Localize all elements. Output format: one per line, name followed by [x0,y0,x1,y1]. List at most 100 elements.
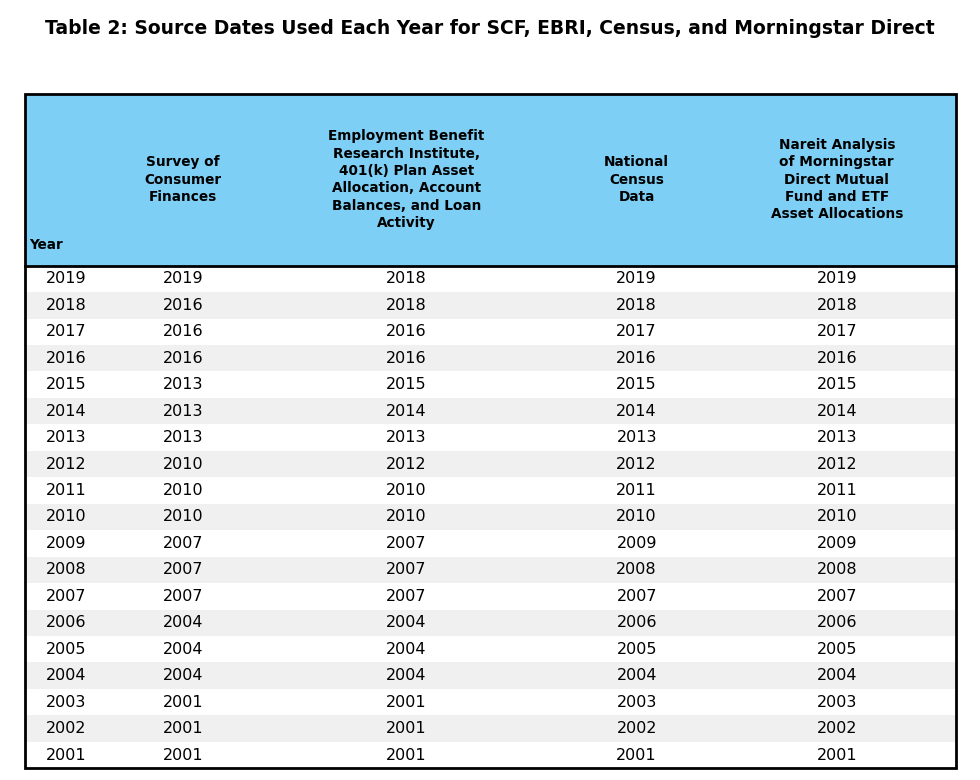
Text: 2012: 2012 [616,456,657,472]
Text: 2013: 2013 [163,430,203,445]
Text: 2012: 2012 [46,456,86,472]
Text: 2013: 2013 [163,404,203,419]
Text: 2011: 2011 [46,483,87,498]
Text: 2001: 2001 [46,747,86,763]
Text: 2010: 2010 [163,456,203,472]
Text: 2001: 2001 [386,747,426,763]
FancyBboxPatch shape [24,424,956,451]
Text: 2007: 2007 [386,562,426,577]
Text: 2014: 2014 [46,404,86,419]
Text: 2004: 2004 [386,668,426,683]
Text: 2003: 2003 [46,695,86,710]
Text: 2004: 2004 [163,642,203,657]
Text: 2007: 2007 [386,536,426,551]
Text: 2001: 2001 [163,747,203,763]
Text: 2009: 2009 [616,536,657,551]
Text: 2012: 2012 [816,456,858,472]
FancyBboxPatch shape [24,504,956,530]
FancyBboxPatch shape [24,371,956,398]
Text: 2018: 2018 [616,298,657,313]
Text: 2001: 2001 [816,747,858,763]
Text: 2004: 2004 [386,642,426,657]
Text: 2018: 2018 [386,298,426,313]
Text: 2006: 2006 [46,615,86,630]
Text: 2004: 2004 [616,668,657,683]
Text: 2010: 2010 [163,509,203,524]
FancyBboxPatch shape [24,689,956,715]
Text: 2006: 2006 [616,615,657,630]
FancyBboxPatch shape [24,318,956,345]
Text: 2016: 2016 [386,351,426,366]
Text: 2014: 2014 [816,404,858,419]
FancyBboxPatch shape [24,292,956,318]
Text: 2002: 2002 [816,722,858,736]
FancyBboxPatch shape [24,530,956,557]
FancyBboxPatch shape [24,609,956,636]
Text: 2009: 2009 [46,536,86,551]
Text: 2016: 2016 [163,351,203,366]
Text: 2013: 2013 [386,430,426,445]
Text: 2011: 2011 [616,483,657,498]
Text: 2010: 2010 [616,509,657,524]
Text: 2004: 2004 [46,668,86,683]
Text: 2015: 2015 [816,378,858,392]
Text: 2013: 2013 [616,430,657,445]
Text: 2018: 2018 [386,271,426,286]
Text: 2019: 2019 [816,271,858,286]
FancyBboxPatch shape [24,477,956,504]
Text: 2001: 2001 [163,695,203,710]
Text: 2013: 2013 [46,430,86,445]
FancyBboxPatch shape [24,266,956,292]
Text: 2005: 2005 [616,642,657,657]
Text: 2004: 2004 [163,615,203,630]
Text: 2001: 2001 [616,747,657,763]
Text: 2013: 2013 [816,430,858,445]
Text: 2013: 2013 [163,378,203,392]
Text: Year: Year [29,238,63,252]
FancyBboxPatch shape [24,636,956,662]
Text: 2001: 2001 [163,722,203,736]
Text: 2003: 2003 [616,695,657,710]
FancyBboxPatch shape [24,345,956,371]
FancyBboxPatch shape [24,557,956,583]
Text: 2015: 2015 [616,378,657,392]
Text: 2004: 2004 [386,615,426,630]
Text: 2001: 2001 [386,695,426,710]
Text: 2002: 2002 [616,722,657,736]
Text: 2014: 2014 [386,404,426,419]
Text: 2010: 2010 [386,509,426,524]
Text: 2008: 2008 [46,562,86,577]
Text: 2003: 2003 [816,695,857,710]
Text: 2008: 2008 [816,562,858,577]
Text: 2007: 2007 [816,589,858,604]
Text: 2007: 2007 [163,589,203,604]
Text: 2019: 2019 [163,271,203,286]
Text: 2008: 2008 [616,562,657,577]
Text: 2004: 2004 [163,668,203,683]
Text: 2019: 2019 [616,271,657,286]
Text: Survey of
Consumer
Finances: Survey of Consumer Finances [144,155,221,204]
Text: 2010: 2010 [163,483,203,498]
FancyBboxPatch shape [24,94,956,266]
Text: 2015: 2015 [46,378,86,392]
Text: 2007: 2007 [616,589,657,604]
Text: 2004: 2004 [816,668,858,683]
Text: 2016: 2016 [616,351,657,366]
FancyBboxPatch shape [24,398,956,424]
Text: National
Census
Data: National Census Data [604,155,669,204]
Text: 2016: 2016 [386,324,426,339]
Text: 2010: 2010 [816,509,858,524]
Text: 2007: 2007 [386,589,426,604]
Text: 2015: 2015 [386,378,426,392]
Text: 2016: 2016 [163,324,203,339]
Text: 2010: 2010 [46,509,86,524]
Text: 2010: 2010 [386,483,426,498]
Text: Table 2: Source Dates Used Each Year for SCF, EBRI, Census, and Morningstar Dire: Table 2: Source Dates Used Each Year for… [45,20,935,38]
Text: 2017: 2017 [46,324,86,339]
Text: Employment Benefit
Research Institute,
401(k) Plan Asset
Allocation, Account
Bal: Employment Benefit Research Institute, 4… [328,129,484,230]
Text: 2012: 2012 [386,456,426,472]
FancyBboxPatch shape [24,742,956,768]
Text: 2016: 2016 [816,351,858,366]
Text: 2018: 2018 [46,298,87,313]
Text: 2017: 2017 [816,324,858,339]
